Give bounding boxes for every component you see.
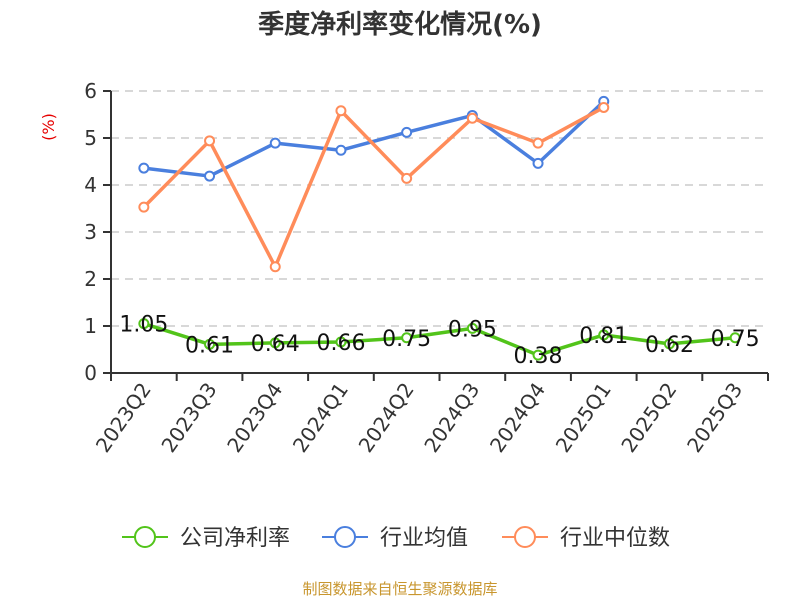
legend-marker-icon [514,526,536,548]
data-label: 0.64 [251,332,300,357]
x-tick-label: 2025Q3 [682,378,747,457]
legend-marker-icon [134,526,156,548]
data-label: 0.75 [711,327,760,352]
data-point[interactable] [401,172,413,184]
legend-label: 公司净利率 [180,526,290,551]
data-point[interactable] [138,318,150,330]
data-point[interactable] [466,322,478,334]
data-point[interactable] [335,144,347,156]
data-label: 1.05 [119,313,168,338]
legend[interactable]: 公司净利率 行业均值 行业中位数 [122,526,670,551]
x-tick-label: 2023Q4 [222,378,287,457]
data-label: 0.81 [579,324,628,349]
data-point[interactable] [401,332,413,344]
x-tick-label: 2024Q3 [419,378,484,457]
y-tick-label: 3 [84,220,97,244]
legend-marker-icon [334,526,356,548]
data-point[interactable] [269,261,281,273]
data-label: 0.66 [316,331,365,356]
data-point[interactable] [335,336,347,348]
series-lines [138,95,741,361]
x-tick-label: 2024Q2 [354,378,419,457]
data-point[interactable] [138,162,150,174]
data-point[interactable] [729,332,741,344]
legend-item[interactable]: 行业中位数 [502,526,670,551]
data-labels: 1.05 0.61 0.64 0.66 0.75 0.95 0.38 0.81 0.62 0.75 [119,313,759,369]
data-label: 0.62 [645,333,694,358]
series-line [142,105,605,269]
series-line [143,321,736,357]
data-label: 0.61 [185,333,234,358]
data-point[interactable] [598,101,610,113]
data-point[interactable] [663,338,675,350]
y-axis-label: (%) [39,113,58,141]
legend-label: 行业中位数 [560,526,670,551]
data-point[interactable] [466,112,478,124]
x-tick-label: 2023Q2 [91,378,156,457]
legend-item[interactable]: 公司净利率 [122,526,290,551]
data-point[interactable] [335,105,347,117]
data-point[interactable] [532,349,544,361]
legend-label: 行业均值 [380,526,468,551]
x-tick-label: 2025Q2 [616,378,681,457]
x-tick-label: 2024Q4 [485,378,550,457]
data-point[interactable] [204,135,216,147]
source-note: 制图数据来自恒生聚源数据库 [302,580,498,598]
data-point[interactable] [204,170,216,182]
chart-title: 季度净利率变化情况(%) [258,10,542,40]
y-tick-label: 6 [84,79,97,103]
data-point[interactable] [532,137,544,149]
data-label: 0.38 [514,344,563,369]
data-point[interactable] [532,157,544,169]
gridlines [111,90,768,327]
data-point[interactable] [598,329,610,341]
data-point[interactable] [269,137,281,149]
x-tick-label: 2023Q3 [156,378,221,457]
data-point[interactable] [269,337,281,349]
legend-item[interactable]: 行业均值 [322,526,468,551]
series-line [143,100,605,178]
y-tick-label: 0 [84,361,97,385]
data-label: 0.75 [382,327,431,352]
y-tick-label: 5 [84,126,97,150]
y-tick-label: 1 [84,314,97,338]
x-tick-label: 2025Q1 [551,378,616,457]
x-tick-label: 2024Q1 [288,378,353,457]
data-label: 0.95 [448,317,497,342]
data-point[interactable] [401,126,413,138]
data-point[interactable] [204,338,216,350]
y-tick-label: 4 [84,173,97,197]
y-tick-label: 2 [84,267,97,291]
data-point[interactable] [138,201,150,213]
